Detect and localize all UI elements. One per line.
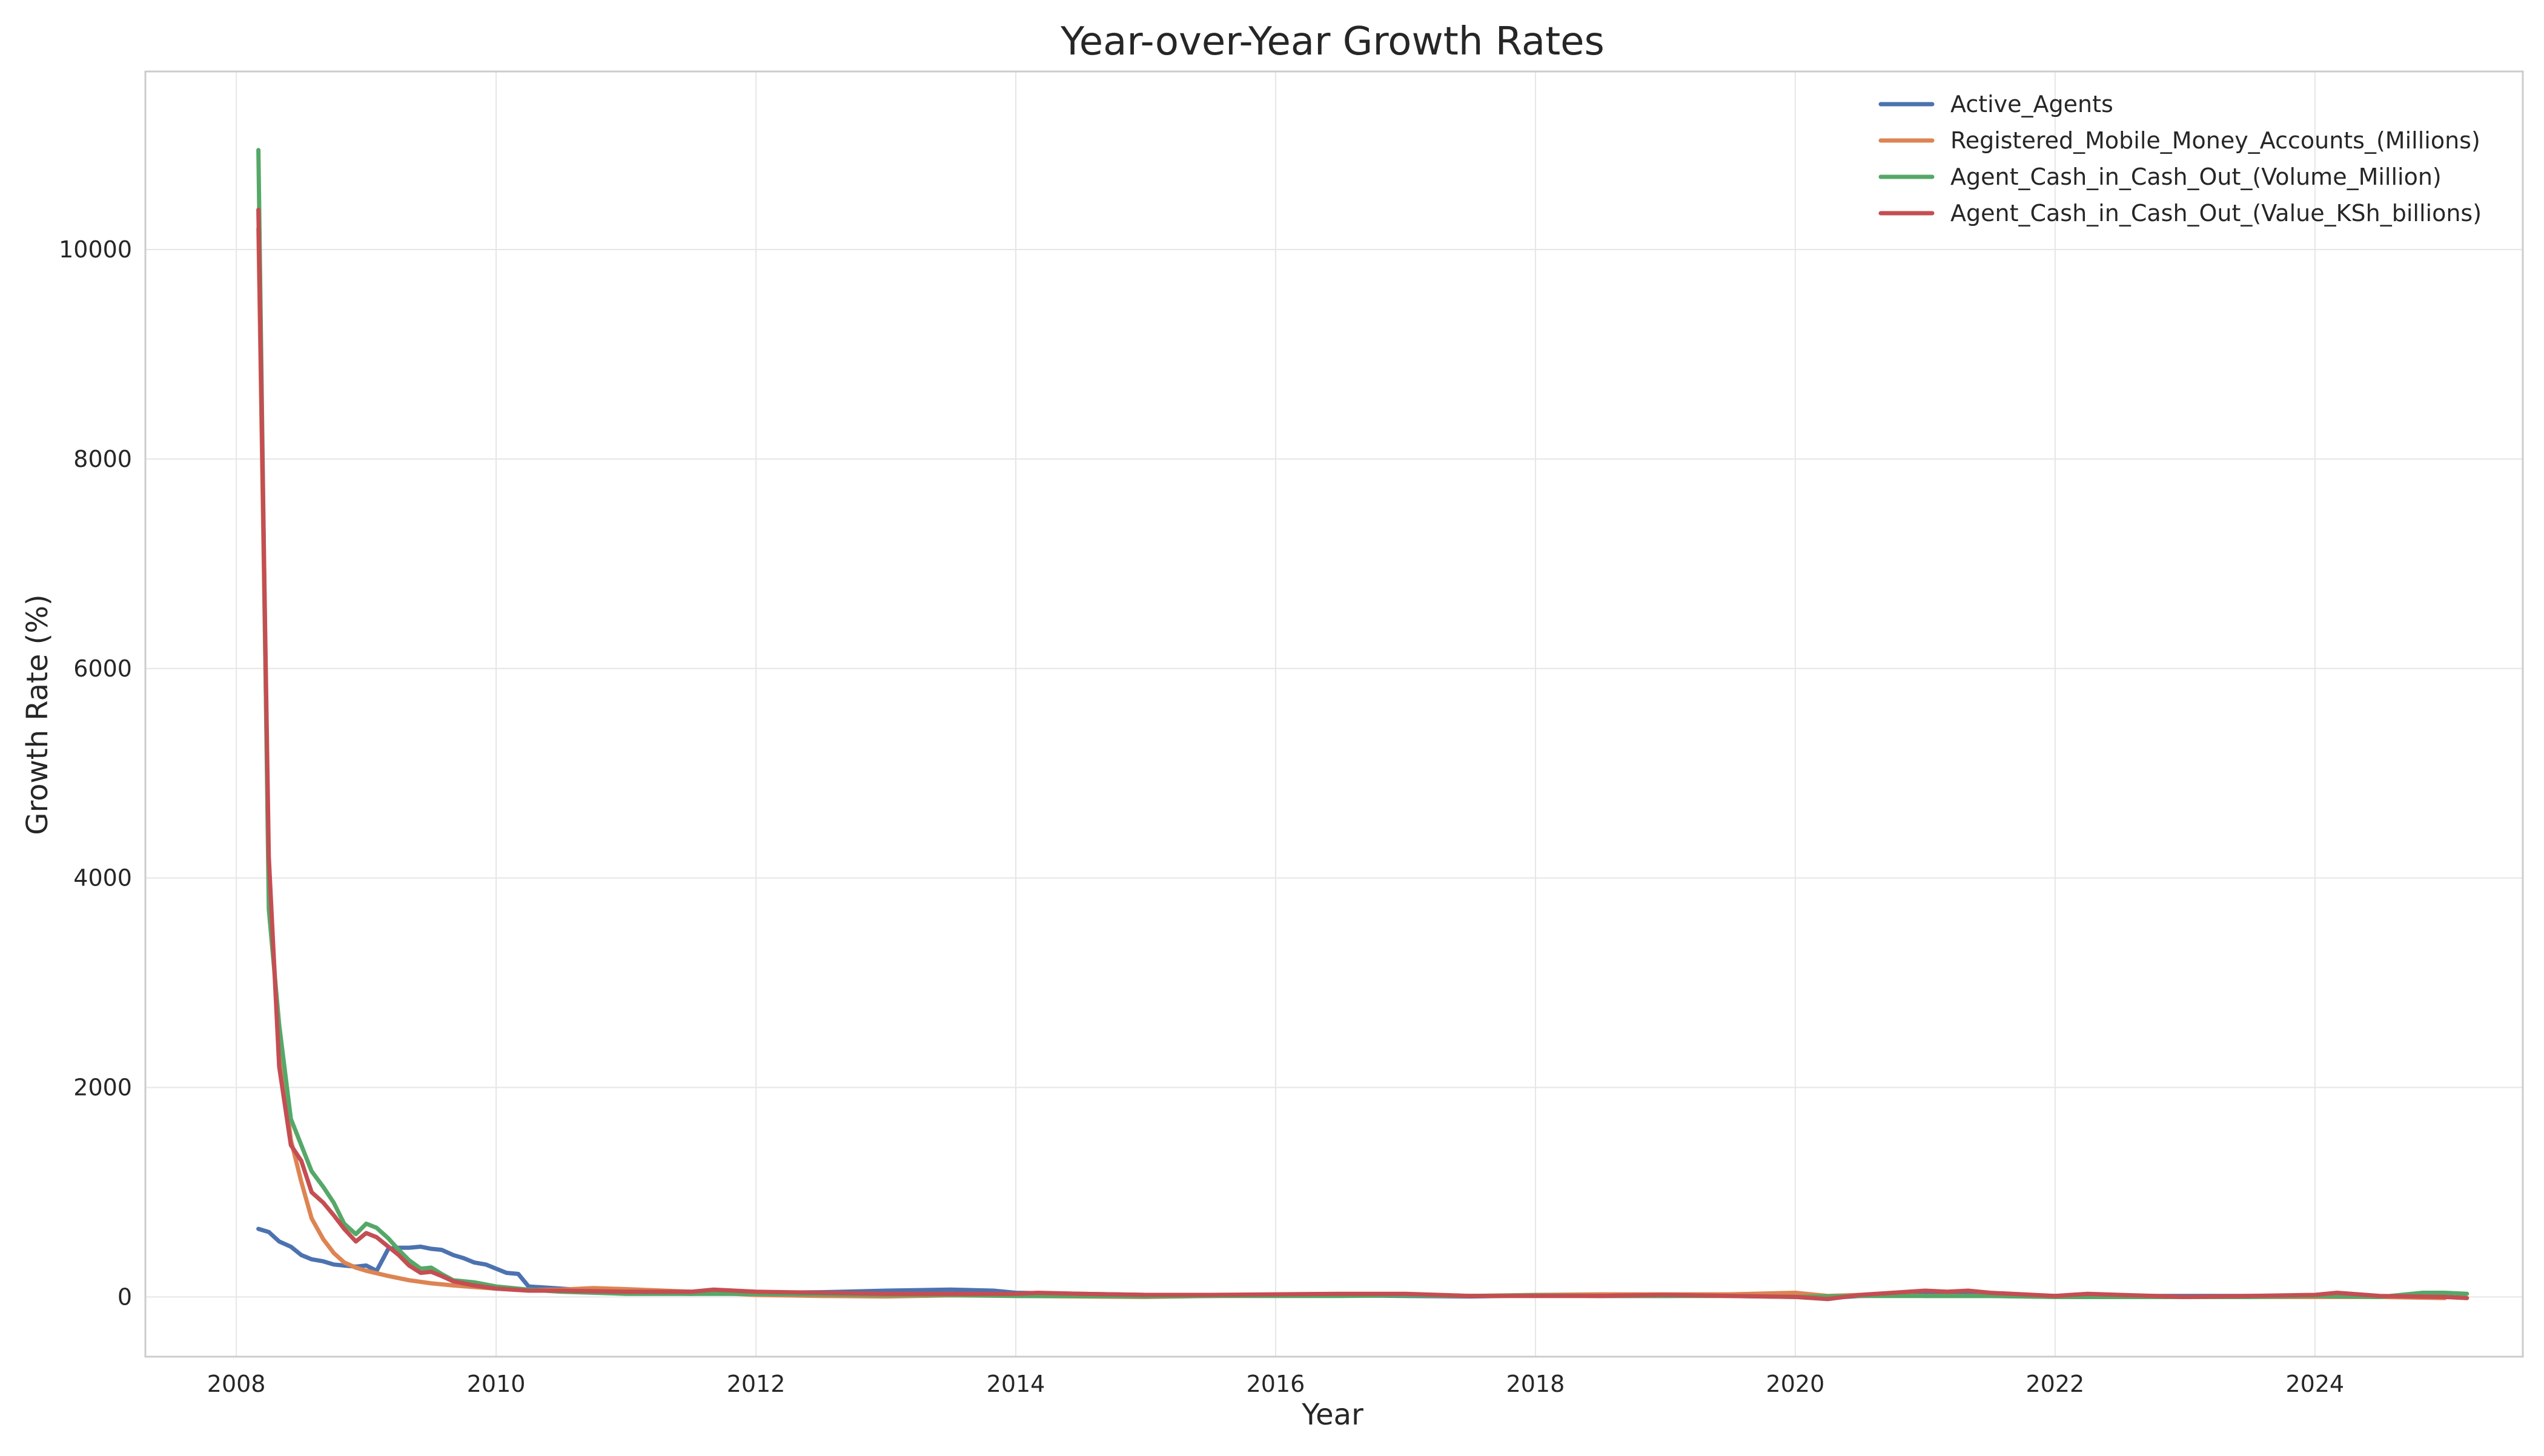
x-tick-label: 2012: [727, 1371, 786, 1397]
x-tick-label: 2016: [1247, 1371, 1305, 1397]
y-tick-label: 0: [118, 1283, 132, 1310]
x-axis-label: Year: [1301, 1398, 1363, 1432]
x-tick-label: 2024: [2285, 1371, 2344, 1397]
legend-entry-label: Active_Agents: [1950, 91, 2113, 117]
series-layer: [256, 148, 2469, 1302]
y-tick-label: 2000: [73, 1074, 132, 1101]
legend-entry-label: Agent_Cash_in_Cash_Out_(Value_KSh_billio…: [1950, 200, 2482, 227]
x-tick-label: 2008: [207, 1371, 266, 1397]
y-axis-label: Growth Rate (%): [21, 594, 55, 835]
tick-labels: 2008 2010 2012 2014 2016 2018 2020 2022 2024 0 200…: [59, 236, 2344, 1397]
chart-title: Year-over-Year Growth Rates: [1060, 19, 1605, 64]
x-tick-label: 2022: [2026, 1371, 2085, 1397]
plot-frame: [144, 70, 2524, 1358]
x-tick-label: 2018: [1506, 1371, 1565, 1397]
x-tick-label: 2014: [987, 1371, 1045, 1397]
y-tick-label: 4000: [73, 865, 132, 892]
x-tick-label: 2010: [467, 1371, 526, 1397]
y-tick-label: 10000: [59, 236, 132, 263]
y-tick-label: 6000: [73, 655, 132, 682]
legend-entry-label: Agent_Cash_in_Cash_Out_(Volume_Million): [1950, 164, 2442, 190]
legend-entry-label: Registered_Mobile_Money_Accounts_(Millio…: [1950, 127, 2480, 154]
y-tick-label: 8000: [73, 446, 132, 472]
series-line-4: [256, 207, 2469, 1302]
legend: Active_Agents Registered_Mobile_Money_Acc…: [1878, 91, 2482, 227]
x-tick-label: 2020: [1766, 1371, 1825, 1397]
